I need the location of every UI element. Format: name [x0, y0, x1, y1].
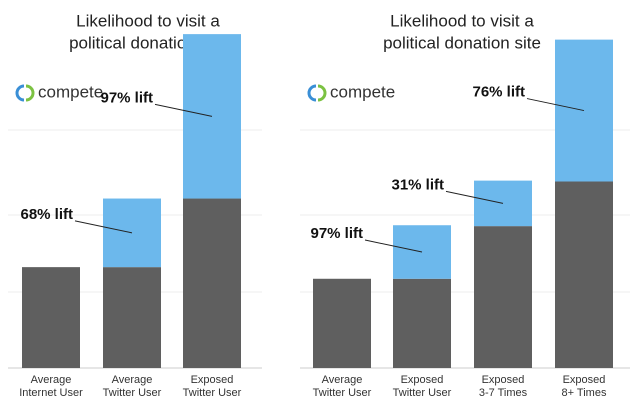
bar-segment [313, 278, 371, 368]
annotation: 31% lift [391, 176, 444, 193]
x-tick-label: Exposed [401, 374, 444, 386]
logo-text: compete [330, 82, 395, 101]
bar-segment [474, 226, 532, 368]
bar-segment [103, 267, 161, 368]
annotation: 97% lift [310, 225, 363, 242]
x-tick-label: Average [31, 374, 72, 386]
x-tick-label: Average [112, 374, 153, 386]
bar-segment [393, 278, 451, 368]
logo-icon [15, 84, 25, 102]
chart-title: political donation site [383, 33, 541, 52]
annotation-leader [74, 220, 133, 234]
bar-segment [22, 267, 80, 368]
x-tick-label: Twitter User [393, 387, 452, 399]
x-tick-label: Twitter User [313, 387, 372, 399]
x-tick-label: Internet User [19, 387, 83, 399]
logo-icon [307, 84, 317, 102]
x-tick-label: 8+ Times [562, 387, 607, 399]
chart-title: Likelihood to visit a [76, 11, 220, 30]
logo-icon [317, 84, 327, 102]
bar-segment [555, 181, 613, 368]
annotation: 68% lift [20, 206, 73, 223]
x-tick-label: 3-7 Times [479, 387, 528, 399]
x-tick-label: Exposed [563, 374, 606, 386]
chart-title: Likelihood to visit a [390, 11, 534, 30]
x-tick-label: Twitter User [183, 387, 242, 399]
annotation-leader [526, 98, 585, 112]
annotation-leader [364, 239, 423, 253]
x-tick-label: Exposed [191, 374, 234, 386]
bar-segment [183, 198, 241, 368]
annotation-leader [154, 103, 213, 117]
x-tick-label: Exposed [482, 374, 525, 386]
logo-icon [25, 84, 35, 102]
logo-text: compete [38, 82, 103, 101]
annotation: 76% lift [472, 84, 525, 101]
annotation-leader [445, 190, 504, 204]
annotation: 97% lift [100, 89, 153, 106]
x-tick-label: Twitter User [103, 387, 162, 399]
x-tick-label: Average [322, 374, 363, 386]
